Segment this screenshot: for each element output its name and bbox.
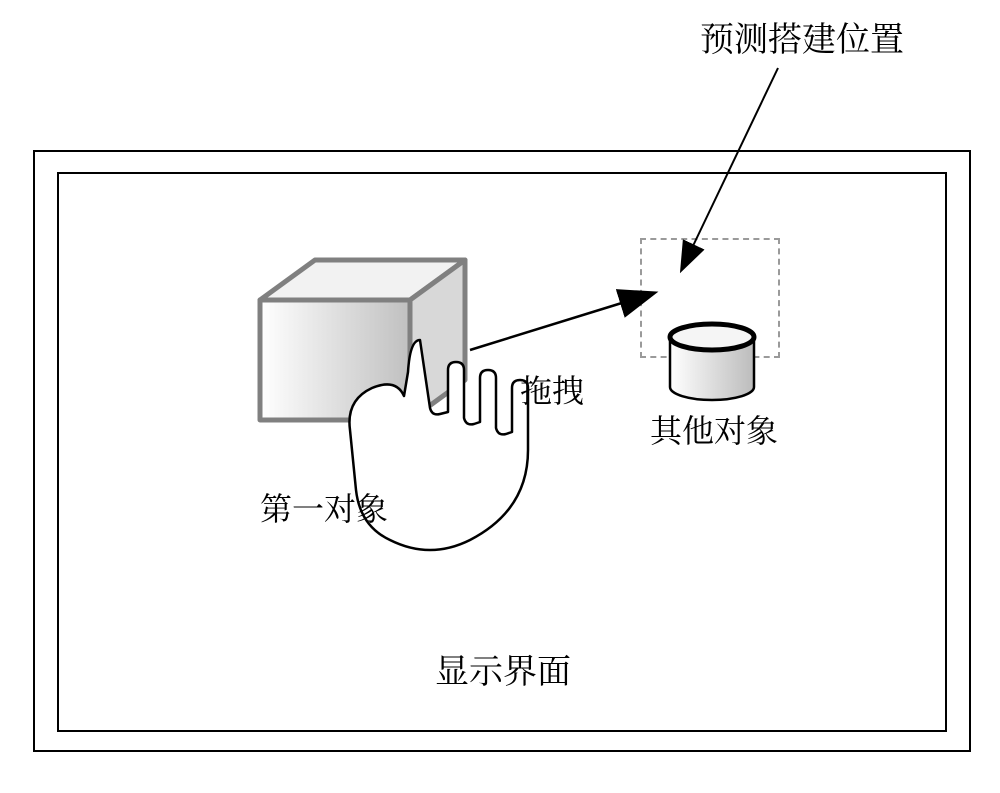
other-object-label: 其他对象 [650,412,778,447]
first-object-label: 第一对象 [260,490,388,525]
title-arrow [692,68,778,248]
drag-label: 拖拽 [520,372,584,407]
drag-arrow [470,302,625,350]
cylinder-top [670,324,754,350]
title-label: 预测搭建位置 [700,18,904,55]
diagram-stage: 预测搭建位置 第一对象 拖拽 其他对象 显示界面 [0,0,1000,793]
display-ui-label: 显示界面 [435,650,571,687]
other-object-cylinder [670,324,754,400]
